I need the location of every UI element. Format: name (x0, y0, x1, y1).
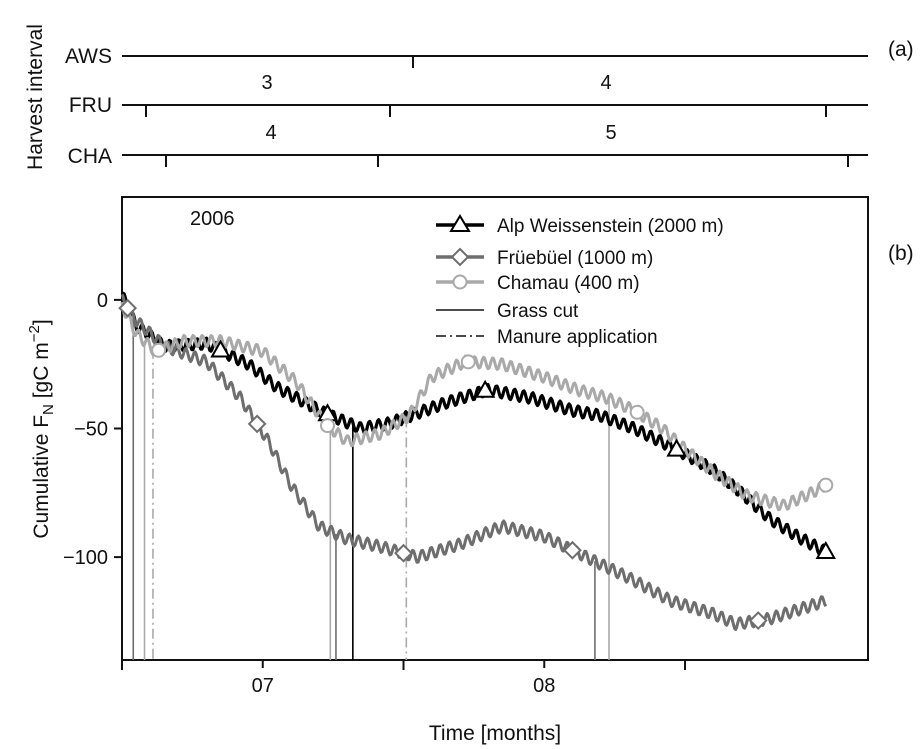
series-line-fru (120, 293, 828, 631)
series-marker-aws-5 (815, 540, 836, 559)
series-lines (120, 291, 828, 631)
harvest-interval-fru-1: 3 (261, 72, 272, 94)
legend-marker-fru (450, 247, 470, 267)
event-lines (132, 316, 610, 660)
series-markers (118, 298, 836, 630)
series-marker-fru-2 (247, 414, 267, 434)
harvest-ylabel: Harvest interval (24, 24, 47, 170)
series-marker-aws-1 (210, 339, 231, 358)
harvest-interval-cha-1: 4 (265, 122, 276, 144)
y-axis-label-end: ] (30, 319, 53, 325)
series-marker-cha-2 (320, 418, 336, 434)
series-marker-aws-4 (666, 438, 687, 457)
legend: Alp Weissenstein (2000 m) Früebüel (1000… (436, 214, 724, 348)
plot-frame (121, 196, 869, 661)
y-axis-label-superscript: −2 (26, 325, 43, 342)
x-tick-label-1: 07 (252, 675, 274, 697)
year-annotation: 2006 (190, 208, 235, 230)
legend-marker-cha (452, 274, 468, 290)
harvest-row-label-fru: FRU (69, 94, 112, 117)
y-tick-label-1: 0 (97, 290, 108, 312)
harvest-interval-cha-2: 5 (605, 122, 616, 144)
legend-label-grass-cut: Grass cut (497, 301, 579, 322)
x-tick-label-2: 08 (533, 675, 555, 697)
y-axis-label-unit: [gC m (30, 342, 53, 404)
series-marker-fru-4 (563, 540, 582, 560)
harvest-row-label-cha: CHA (68, 145, 112, 168)
y-axis-label-subscript: N (40, 404, 57, 415)
series-marker-cha-5 (818, 477, 834, 493)
panel-a-label: (a) (888, 38, 914, 61)
axis-ticks: 0 −50 −100 07 08 (63, 290, 687, 697)
harvest-interval-fru-2: 4 (600, 72, 611, 94)
series-marker-cha-4 (629, 404, 645, 420)
legend-label-aws: Alp Weissenstein (2000 m) (497, 216, 724, 237)
y-tick-label-2: −50 (74, 419, 108, 441)
series-marker-cha-1 (151, 342, 167, 358)
series-marker-fru-3 (394, 543, 413, 563)
harvest-row-label-aws: AWS (65, 45, 112, 68)
harvest-panel: Harvest interval AWS FRU 3 4 CHA 4 5 (a) (24, 24, 914, 170)
legend-marker-aws (449, 214, 471, 232)
y-axis-label: Cumulative FN [gC m−2] (26, 319, 57, 538)
series-marker-aws-3 (474, 379, 496, 398)
y-tick-label-3: −100 (63, 547, 108, 569)
flux-panel: 0 −50 −100 07 08 2006 (b) Time [months] Cumu… (26, 196, 914, 745)
y-axis-label-main: Cumulative F (30, 415, 53, 539)
legend-label-fru: Früebüel (1000 m) (497, 248, 653, 269)
legend-label-manure: Manure application (497, 327, 658, 348)
series-marker-fru-5 (748, 611, 768, 630)
series-line-aws (120, 291, 828, 556)
x-axis-label: Time [months] (429, 722, 561, 745)
series-marker-cha-3 (460, 354, 476, 370)
panel-b-label: (b) (888, 242, 914, 265)
series-marker-fru-1 (118, 298, 138, 318)
legend-label-cha: Chamau (400 m) (497, 273, 640, 294)
